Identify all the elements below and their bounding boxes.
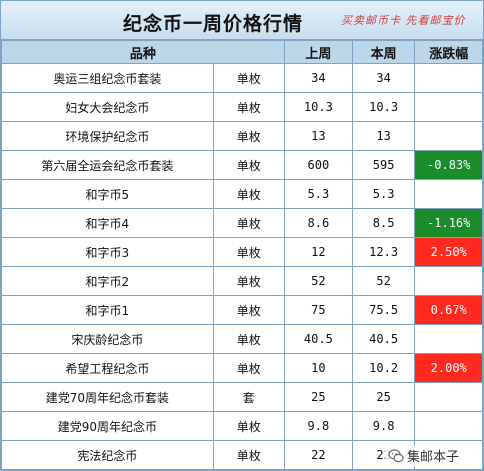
cell-change [414,63,483,93]
header-this-week: 本周 [351,40,416,64]
cell-this-week: 52 [351,266,416,296]
cell-name: 和字币3 [1,237,214,267]
cell-this-week: 25 [351,382,416,412]
cell-change [414,121,483,151]
header-last-week: 上周 [283,40,353,64]
table-row: 第六届全运会纪念币套装 单枚 600 595 -0.83% [1,150,483,180]
header-change: 涨跌幅 [414,40,483,64]
cell-change [414,266,483,296]
cell-unit: 单枚 [212,353,285,383]
cell-this-week: 8.5 [351,208,416,238]
cell-unit: 单枚 [212,237,285,267]
cell-this-week: 13 [351,121,416,151]
watermark-text: 集邮本子 [407,450,460,465]
cell-last-week: 13 [283,121,353,151]
cell-unit: 单枚 [212,411,285,441]
cell-change: 0.67% [414,295,483,325]
table-row: 和字币2 单枚 52 52 [1,266,483,296]
header-variety: 品种 [1,40,285,64]
cell-change [414,382,483,412]
cell-this-week: 5.3 [351,179,416,209]
cell-change: 2.50% [414,237,483,267]
cell-name: 希望工程纪念币 [1,353,214,383]
cell-this-week: 75.5 [351,295,416,325]
cell-unit: 单枚 [212,440,285,470]
cell-name: 妇女大会纪念币 [1,92,214,122]
table-row: 和字币4 单枚 8.6 8.5 -1.16% [1,208,483,238]
cell-name: 宋庆龄纪念币 [1,324,214,354]
cell-unit: 单枚 [212,150,285,180]
cell-this-week: 40.5 [351,324,416,354]
cell-this-week: 595 [351,150,416,180]
cell-last-week: 22 [283,440,353,470]
cell-name: 第六届全运会纪念币套装 [1,150,214,180]
cell-last-week: 10.3 [283,92,353,122]
cell-last-week: 34 [283,63,353,93]
cell-unit: 单枚 [212,63,285,93]
cell-unit: 单枚 [212,208,285,238]
cell-name: 和字币2 [1,266,214,296]
cell-name: 环境保护纪念币 [1,121,214,151]
cell-last-week: 52 [283,266,353,296]
cell-this-week: 10.2 [351,353,416,383]
cell-change [414,92,483,122]
price-table: 品种 上周 本周 涨跌幅 奥运三组纪念币套装 单枚 34 34 妇女大会纪念币 单枚 10.… [1,40,483,470]
cell-unit: 套 [212,382,285,412]
cell-last-week: 9.8 [283,411,353,441]
cell-unit: 单枚 [212,266,285,296]
watermark: 集邮本子 [385,445,463,466]
cell-name: 宪法纪念币 [1,440,214,470]
cell-last-week: 40.5 [283,324,353,354]
cell-change [414,411,483,441]
cell-unit: 单枚 [212,92,285,122]
slogan: 买卖邮币卡 先看邮宝价 [341,14,466,27]
cell-change [414,324,483,354]
cell-last-week: 75 [283,295,353,325]
cell-change [414,179,483,209]
cell-last-week: 8.6 [283,208,353,238]
cell-name: 和字币1 [1,295,214,325]
cell-change: -1.16% [414,208,483,238]
page-title: 纪念币一周价格行情 [123,13,304,35]
cell-change: -0.83% [414,150,483,180]
title-bar: 纪念币一周价格行情 买卖邮币卡 先看邮宝价 [1,1,483,40]
table-row: 妇女大会纪念币 单枚 10.3 10.3 [1,92,483,122]
table-row: 建党70周年纪念币套装套 25 25 [1,382,483,412]
table-row: 和字币1 单枚 75 75.5 0.67% [1,295,483,325]
cell-this-week: 10.3 [351,92,416,122]
table-row: 和字币3 单枚 12 12.3 2.50% [1,237,483,267]
cell-unit: 单枚 [212,324,285,354]
cell-unit: 单枚 [212,295,285,325]
cell-change: 2.00% [414,353,483,383]
cell-last-week: 600 [283,150,353,180]
cell-name: 奥运三组纪念币套装 [1,63,214,93]
cell-name: 建党90周年纪念币 [1,411,214,441]
table-row: 环境保护纪念币 单枚 13 13 [1,121,483,151]
cell-last-week: 10 [283,353,353,383]
table-row: 宋庆龄纪念币 单枚 40.5 40.5 [1,324,483,354]
cell-unit: 单枚 [212,179,285,209]
cell-last-week: 25 [283,382,353,412]
table-row: 和字币5 单枚 5.3 5.3 [1,179,483,209]
header-row: 品种 上周 本周 涨跌幅 [1,40,483,64]
cell-this-week: 9.8 [351,411,416,441]
cell-name: 和字币5 [1,179,214,209]
cell-name: 建党70周年纪念币套装 [1,382,214,412]
cell-this-week: 12.3 [351,237,416,267]
wechat-icon [388,448,404,462]
cell-name: 和字币4 [1,208,214,238]
cell-unit: 单枚 [212,121,285,151]
table-row: 建党90周年纪念币 单枚 9.8 9.8 [1,411,483,441]
table-row: 奥运三组纪念币套装 单枚 34 34 [1,63,483,93]
cell-last-week: 5.3 [283,179,353,209]
cell-this-week: 34 [351,63,416,93]
table-row: 希望工程纪念币 单枚 10 10.2 2.00% [1,353,483,383]
cell-last-week: 12 [283,237,353,267]
